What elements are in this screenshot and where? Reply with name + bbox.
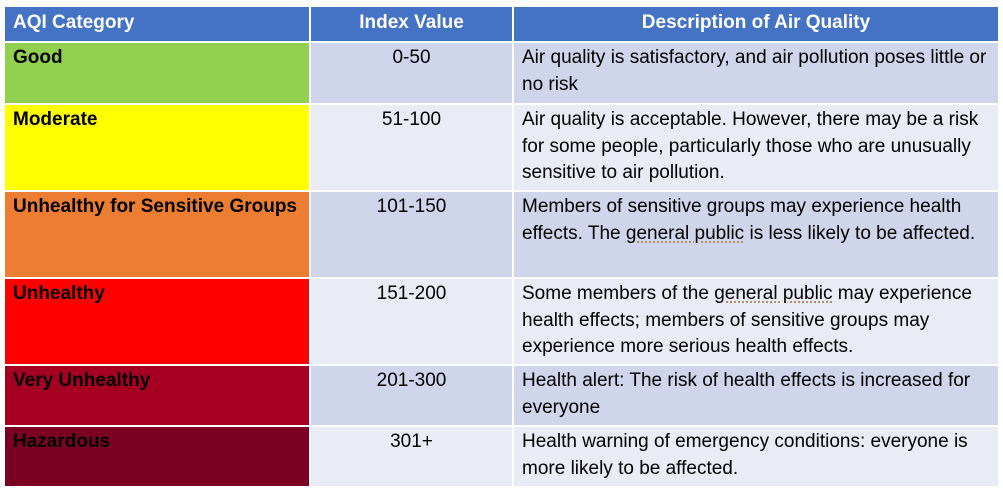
- description-text: Some members of the: [522, 283, 715, 304]
- description-text: Members of sensitive groups may experien…: [522, 196, 962, 244]
- header-description: Description of Air Quality: [512, 5, 1000, 43]
- index-cell-good: 0-50: [309, 41, 514, 105]
- index-cell-very-unhealthy: 201-300: [309, 364, 514, 427]
- description-text: is less likely to be affected.: [744, 222, 976, 244]
- category-cell-unhealthy-sensitive: Unhealthy for Sensitive Groups: [3, 190, 311, 279]
- description-cell-moderate: Air quality is acceptable. However, ther…: [512, 103, 1000, 192]
- header-row: AQI Category Index Value Description of …: [3, 5, 1000, 43]
- description-cell-hazardous: Health warning of emergency conditions: …: [512, 425, 1000, 488]
- category-cell-unhealthy: Unhealthy: [3, 277, 311, 366]
- index-cell-unhealthy: 151-200: [309, 277, 514, 366]
- proofing-underline-text: general public: [714, 283, 833, 304]
- aqi-table: AQI Category Index Value Description of …: [3, 5, 1000, 488]
- table-row-unhealthy-sensitive: Unhealthy for Sensitive Groups 101-150 M…: [3, 190, 1000, 279]
- description-cell-unhealthy: Some members of the general public may e…: [512, 277, 1000, 366]
- table-row-hazardous: Hazardous 301+ Health warning of emergen…: [3, 425, 1000, 488]
- description-text: may experience health effects; members o…: [522, 283, 972, 357]
- index-cell-moderate: 51-100: [309, 103, 514, 192]
- category-cell-moderate: Moderate: [3, 103, 311, 192]
- table-row-moderate: Moderate 51-100 Air quality is acceptabl…: [3, 103, 1000, 192]
- index-cell-hazardous: 301+: [309, 425, 514, 488]
- header-index-value: Index Value: [309, 5, 514, 43]
- table-row-very-unhealthy: Very Unhealthy 201-300 Health alert: The…: [3, 364, 1000, 427]
- category-cell-hazardous: Hazardous: [3, 425, 311, 488]
- table-row-good: Good 0-50 Air quality is satisfactory, a…: [3, 41, 1000, 105]
- description-cell-unhealthy-sensitive: Members of sensitive groups may experien…: [512, 190, 1000, 279]
- table-row-unhealthy: Unhealthy 151-200 Some members of the ge…: [3, 277, 1000, 366]
- description-cell-good: Air quality is satisfactory, and air pol…: [512, 41, 1000, 105]
- proofing-underline-text: general public: [625, 222, 745, 244]
- category-cell-good: Good: [3, 41, 311, 105]
- category-cell-very-unhealthy: Very Unhealthy: [3, 364, 311, 427]
- description-cell-very-unhealthy: Health alert: The risk of health effects…: [512, 364, 1000, 427]
- header-aqi-category: AQI Category: [3, 5, 311, 43]
- index-cell-unhealthy-sensitive: 101-150: [309, 190, 514, 279]
